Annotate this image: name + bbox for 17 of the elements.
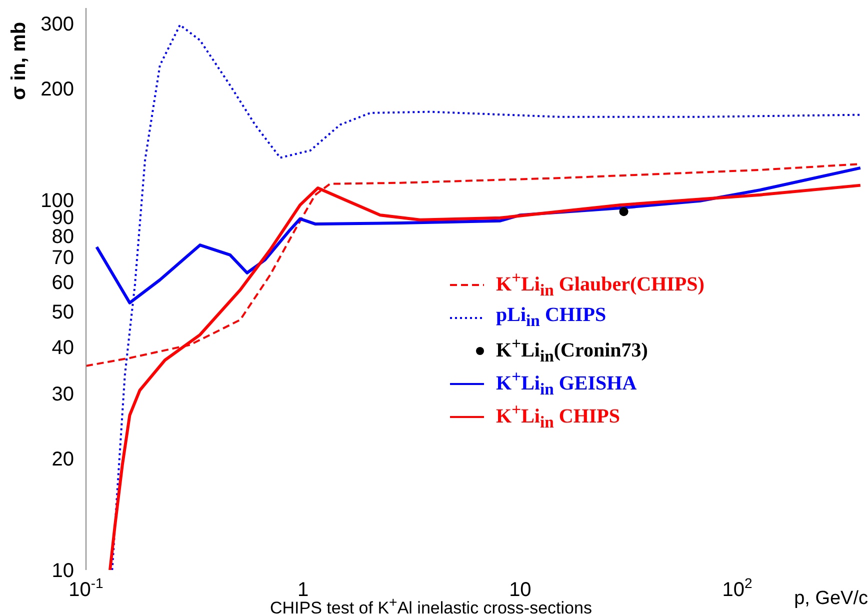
y-tick-label: 50 [52,301,74,324]
legend-label: K$^{+}$Li$_{in}$(Cronin73) [496,334,648,367]
y-tick-label: 20 [52,448,74,471]
y-tick-label: 60 [52,272,74,294]
y-tick-label: 40 [52,337,74,360]
y-tick-label: 10 [52,560,74,582]
x-tick-label: 10$^{2}$ [722,575,753,601]
y-axis-title: σ in, mb [8,22,31,100]
legend-label: pLi$_{in}$ CHIPS [496,304,606,331]
x-axis-title: p, GeV/c [794,588,868,610]
y-tick-label: 300 [40,13,74,36]
legend-label: K$^{+}$Li$_{in}$ GEISHA [496,367,637,400]
y-tick-label: 70 [52,247,74,270]
legend-label: K$^{+}$Li$_{in}$ Glauber(CHIPS) [496,268,704,301]
y-tick-label: 200 [40,78,74,100]
y-tick-label: 30 [52,383,74,406]
legend-label: K$^{+}$Li$_{in}$ CHIPS [496,400,620,433]
